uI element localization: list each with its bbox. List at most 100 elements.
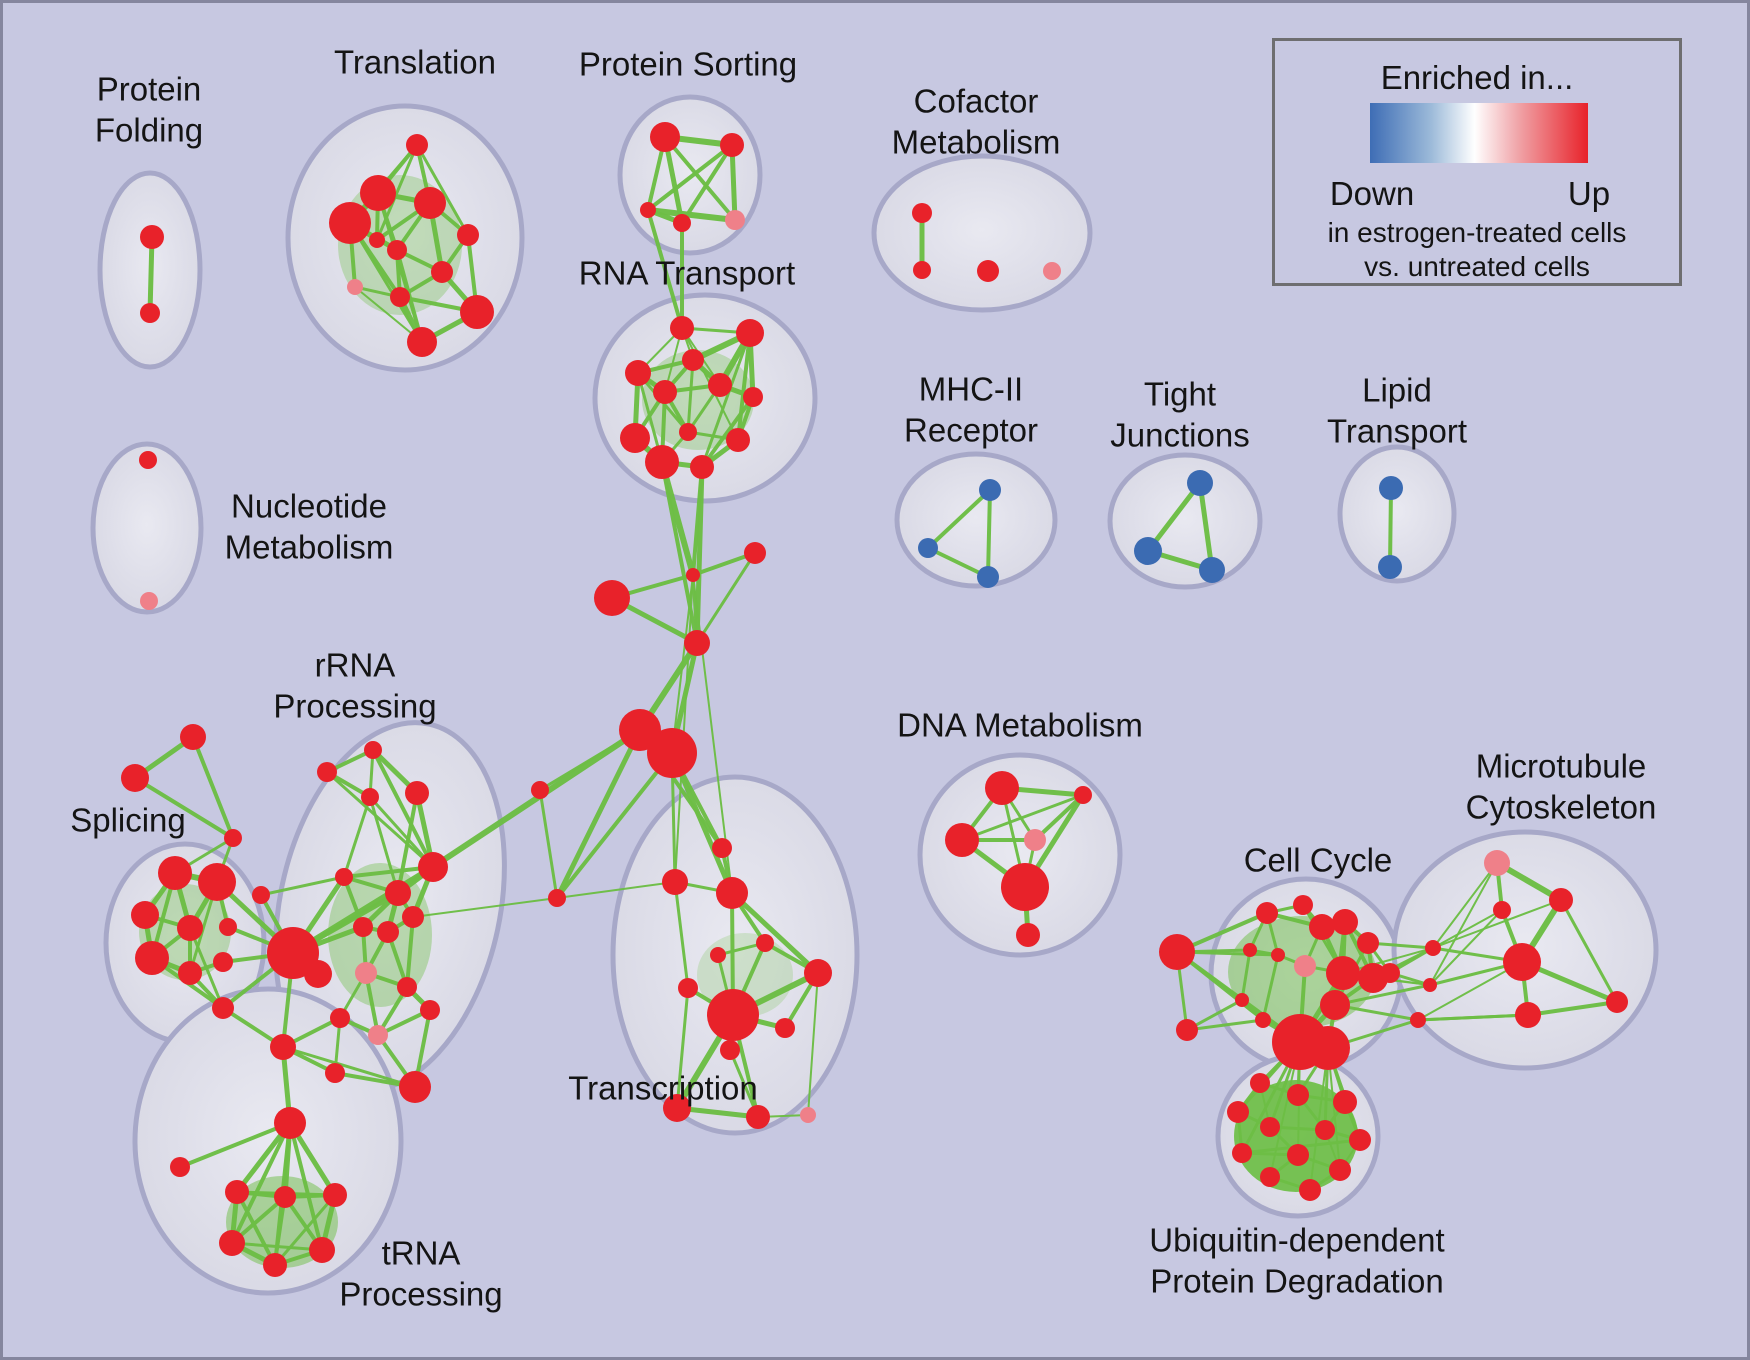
network-node bbox=[912, 203, 932, 223]
network-node bbox=[1606, 991, 1628, 1013]
network-edge bbox=[430, 727, 643, 870]
network-node bbox=[682, 349, 704, 371]
network-edge bbox=[554, 727, 643, 901]
network-edge bbox=[960, 793, 1085, 842]
network-node bbox=[325, 1063, 345, 1083]
network-edge bbox=[700, 395, 755, 469]
cluster-label-ubiquitin-dependent-protein-degradation: Ubiquitin-dependent bbox=[1149, 1222, 1444, 1259]
network-node bbox=[707, 989, 759, 1041]
cluster-ellipse-mhc-ii-receptor bbox=[894, 451, 1058, 589]
network-node bbox=[219, 1230, 245, 1256]
network-node bbox=[1493, 901, 1511, 919]
legend-subtitle-line1: in estrogen-treated cells bbox=[1327, 217, 1627, 248]
network-node bbox=[1484, 850, 1510, 876]
network-node bbox=[407, 327, 437, 357]
cluster-label-protein-sorting: Protein Sorting bbox=[579, 46, 797, 83]
network-node bbox=[775, 1018, 795, 1038]
cluster-label-trna-processing: Processing bbox=[339, 1276, 502, 1313]
network-edge bbox=[556, 881, 676, 899]
network-node bbox=[369, 232, 385, 248]
cluster-label-rrna-processing: Processing bbox=[273, 688, 436, 725]
network-node bbox=[645, 445, 679, 479]
network-node bbox=[330, 1008, 350, 1028]
network-node bbox=[1329, 1159, 1351, 1181]
network-node bbox=[158, 856, 192, 890]
network-node bbox=[224, 829, 242, 847]
network-edge bbox=[1416, 1013, 1530, 1022]
network-edge bbox=[538, 788, 559, 900]
network-edge bbox=[259, 875, 346, 897]
network-node bbox=[270, 1034, 296, 1060]
network-node bbox=[977, 260, 999, 282]
network-node bbox=[1250, 1073, 1270, 1093]
network-edge bbox=[288, 1121, 324, 1252]
network-node bbox=[304, 960, 332, 988]
network-node bbox=[1260, 1167, 1280, 1187]
network-edge bbox=[1559, 898, 1619, 1004]
network-node bbox=[1357, 932, 1379, 954]
network-node bbox=[977, 566, 999, 588]
network-node bbox=[673, 214, 691, 232]
network-node bbox=[625, 360, 651, 386]
legend-up-label: Up bbox=[1567, 175, 1611, 212]
network-node bbox=[800, 1107, 816, 1123]
cluster-label-mhc-ii-receptor: Receptor bbox=[904, 412, 1038, 449]
network-edge bbox=[675, 986, 690, 1110]
network-node bbox=[198, 863, 236, 901]
cluster-label-cell-cycle: Cell Cycle bbox=[1244, 842, 1393, 879]
network-node bbox=[1024, 829, 1046, 851]
network-node bbox=[414, 187, 446, 219]
network-edge bbox=[412, 897, 558, 918]
network-node bbox=[1349, 1129, 1371, 1151]
network-node bbox=[1378, 555, 1402, 579]
network-node bbox=[225, 1180, 249, 1204]
cluster-label-cofactor-metabolism: Cofactor bbox=[914, 83, 1039, 120]
network-edge bbox=[695, 551, 757, 645]
cluster-ellipse-cofactor-metabolism bbox=[871, 153, 1093, 313]
network-node bbox=[945, 823, 979, 857]
network-edge bbox=[1429, 862, 1498, 986]
network-node bbox=[219, 918, 237, 936]
network-node bbox=[140, 225, 164, 249]
network-node bbox=[1001, 863, 1049, 911]
network-node bbox=[140, 303, 160, 323]
network-edge bbox=[926, 546, 990, 579]
network-node bbox=[670, 316, 694, 340]
network-node bbox=[725, 210, 745, 230]
network-node bbox=[431, 261, 453, 283]
network-node bbox=[720, 1040, 740, 1060]
network-edge bbox=[673, 880, 690, 990]
network-node bbox=[135, 941, 169, 975]
network-node bbox=[804, 959, 832, 987]
network-edge bbox=[1432, 862, 1498, 949]
cluster-label-cofactor-metabolism: Metabolism bbox=[892, 124, 1061, 161]
network-edge bbox=[368, 795, 400, 895]
network-edge bbox=[807, 972, 819, 1116]
network-node bbox=[364, 741, 382, 759]
network-node bbox=[686, 568, 700, 582]
network-node bbox=[368, 1025, 388, 1045]
cluster-label-trna-processing: tRNA bbox=[382, 1235, 461, 1272]
network-node bbox=[720, 133, 744, 157]
network-node bbox=[756, 934, 774, 952]
network-edge bbox=[1526, 1000, 1619, 1017]
network-edge bbox=[663, 135, 737, 222]
network-edge bbox=[1432, 909, 1503, 949]
cluster-label-nucleotide-metabolism: Metabolism bbox=[225, 529, 394, 566]
network-node bbox=[274, 1186, 296, 1208]
legend-title: Enriched in... bbox=[1380, 59, 1574, 96]
network-node bbox=[361, 788, 379, 806]
network-node bbox=[1256, 902, 1278, 924]
network-edge bbox=[396, 791, 419, 895]
network-edge bbox=[1197, 480, 1215, 573]
network-node bbox=[178, 961, 202, 985]
network-node bbox=[1199, 557, 1225, 583]
network-node bbox=[647, 728, 697, 778]
cluster-ellipse-dna-metabolism bbox=[917, 752, 1123, 958]
network-node bbox=[1293, 895, 1313, 915]
network-node bbox=[1515, 1002, 1541, 1028]
network-node bbox=[1287, 1144, 1309, 1166]
network-edge bbox=[281, 1045, 417, 1089]
network-edge bbox=[133, 776, 235, 840]
